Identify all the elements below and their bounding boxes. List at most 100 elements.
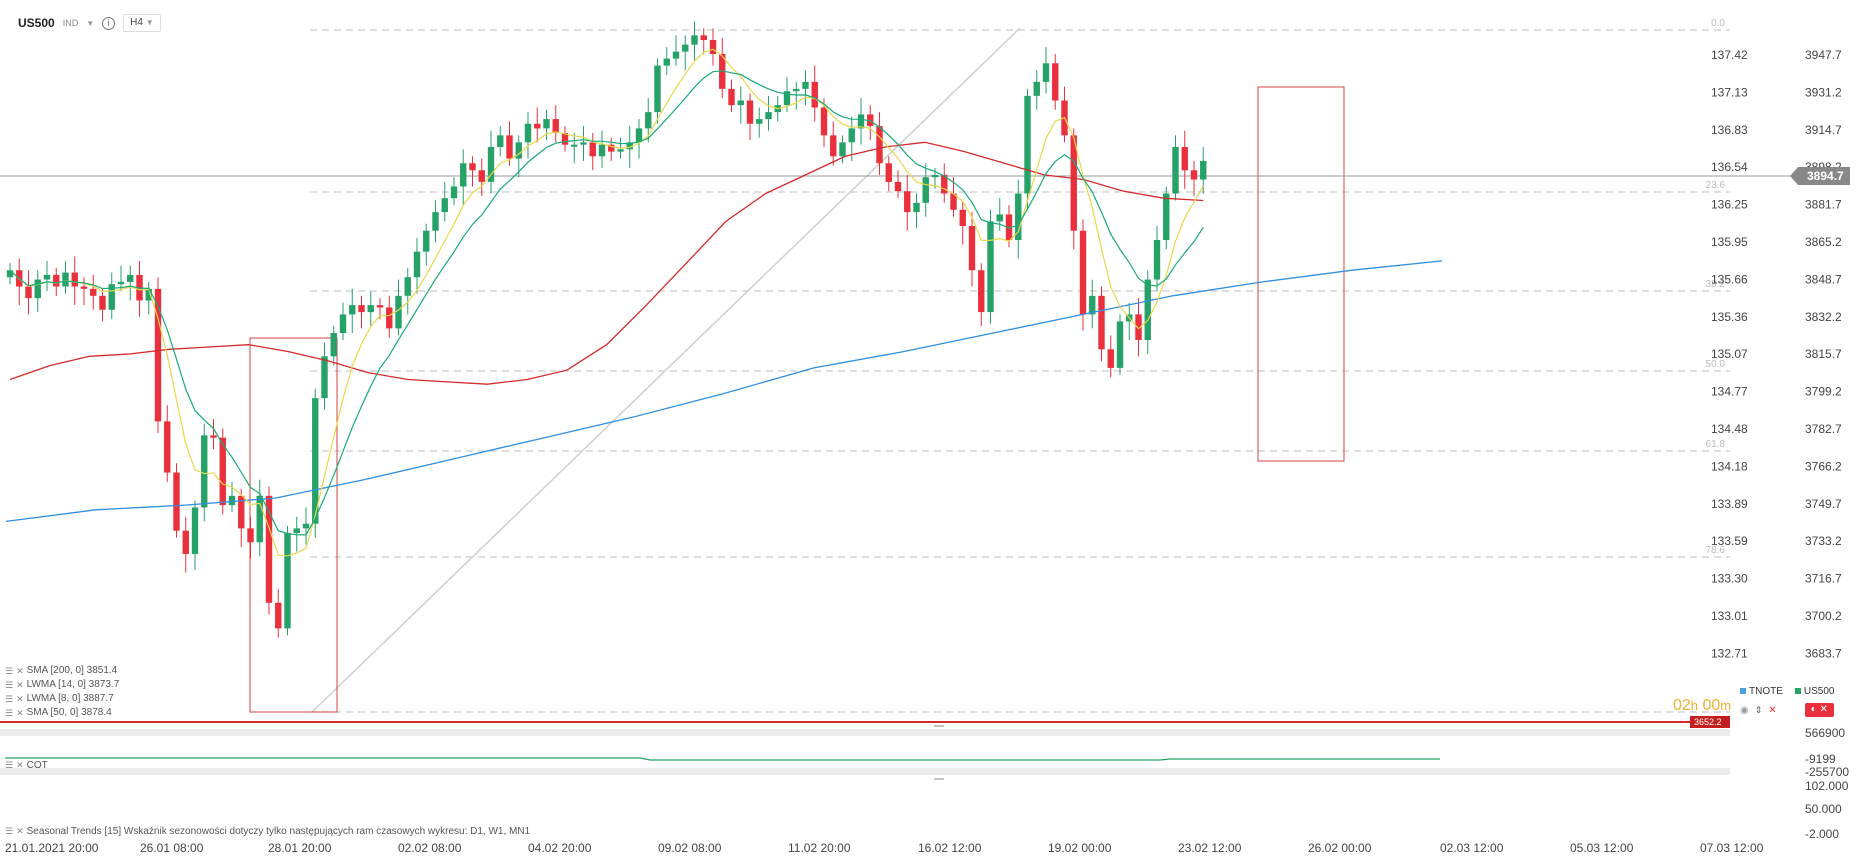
- indicator-row[interactable]: ☰ ✕ SMA [200, 0] 3851.4: [5, 665, 118, 676]
- candle-body: [293, 528, 300, 534]
- us500-legend[interactable]: US500: [1794, 686, 1834, 697]
- time-axis-label: 26.02 00:00: [1308, 841, 1372, 855]
- candle-body: [43, 274, 51, 280]
- close-icon[interactable]: ✕: [16, 694, 24, 704]
- candle-body: [598, 144, 606, 157]
- candle-body: [626, 142, 633, 150]
- candle-body: [423, 230, 430, 252]
- price-axis-right-label: 3749.7: [1805, 497, 1842, 511]
- candle-countdown: 02h 00m: [1673, 697, 1732, 714]
- close-icon[interactable]: ✕: [16, 680, 24, 690]
- price-axis-right-label: 3848.7: [1805, 272, 1842, 286]
- candle-body: [904, 191, 911, 213]
- candle-body: [1200, 160, 1207, 180]
- candle-body: [1005, 214, 1013, 241]
- candle-body: [765, 112, 772, 120]
- menu-icon[interactable]: ☰: [5, 826, 14, 836]
- candle-body: [746, 100, 754, 124]
- candle-body: [1070, 135, 1077, 231]
- candle-body: [1163, 193, 1170, 241]
- indicator-row[interactable]: ☰ ✕ LWMA [8, 0] 3887.7: [5, 693, 114, 704]
- candle-body: [219, 437, 226, 506]
- instrument-overlay-panel: TNOTE US500 ◉ ⇕ ✕ ◐ ✕: [1740, 686, 1834, 717]
- candle-body: [117, 281, 125, 285]
- menu-icon[interactable]: ☰: [5, 680, 14, 690]
- candle-body: [460, 163, 467, 187]
- candle-body: [182, 530, 189, 554]
- time-axis-label: 07.03 12:00: [1700, 841, 1764, 855]
- candle-body: [1015, 193, 1022, 241]
- candle-body: [1052, 63, 1059, 101]
- candle-body: [228, 495, 236, 506]
- candle-body: [90, 288, 97, 296]
- candle-body: [1190, 170, 1198, 180]
- time-axis-label: 16.02 12:00: [918, 841, 982, 855]
- candle-body: [145, 288, 152, 301]
- candle-body: [672, 51, 680, 59]
- candle-body: [968, 226, 976, 271]
- candle-body: [34, 279, 41, 299]
- candle-body: [848, 128, 855, 143]
- candle-body: [1172, 146, 1179, 194]
- menu-icon[interactable]: ☰: [5, 760, 14, 770]
- remove-icon[interactable]: ✕: [1768, 704, 1777, 716]
- seasonal-axis-label: -2.000: [1805, 827, 1839, 841]
- cot-line: [5, 757, 1440, 761]
- candle-body: [497, 135, 504, 147]
- menu-icon[interactable]: ☰: [5, 708, 14, 718]
- fib-level-label: 23.6: [1706, 180, 1726, 191]
- candle-body: [589, 142, 596, 157]
- candle-body: [312, 398, 319, 524]
- indicator-row[interactable]: ☰ ✕ SMA [50, 0] 3878.4: [5, 707, 112, 718]
- price-axis-right-label: 3716.7: [1805, 572, 1842, 586]
- tnote-legend[interactable]: TNOTE: [1740, 686, 1783, 697]
- alert-price-label: 3652.2: [1694, 717, 1722, 727]
- time-axis-label: 02.03 12:00: [1440, 841, 1504, 855]
- close-icon[interactable]: ✕: [16, 708, 24, 718]
- symbol-name[interactable]: US500: [18, 16, 55, 30]
- price-axis-right-label: 3782.7: [1805, 422, 1842, 436]
- cot-axis-label: -255700: [1805, 765, 1849, 779]
- candle-body: [127, 274, 134, 282]
- cot-legend[interactable]: ☰ ✕ COT: [5, 760, 48, 771]
- candle-body: [450, 186, 458, 199]
- candle-body: [349, 305, 356, 315]
- lwma8-line: [9, 48, 1204, 557]
- candle-body: [719, 53, 726, 89]
- eye-icon[interactable]: ◉: [1740, 704, 1749, 716]
- market-badge: IND: [62, 18, 79, 28]
- candle-body: [1116, 321, 1124, 368]
- time-axis-label: 05.03 12:00: [1570, 841, 1634, 855]
- instrument-controls-button[interactable]: ◐ ✕: [1804, 703, 1834, 717]
- candle-body: [793, 88, 800, 92]
- candle-body: [543, 119, 550, 129]
- alert-price-tag: [1690, 716, 1730, 728]
- candle-body: [580, 142, 587, 145]
- close-icon[interactable]: ✕: [16, 826, 24, 836]
- timeframe-select[interactable]: H4 ▼: [123, 14, 161, 32]
- sma50-line: [9, 141, 1204, 385]
- candle-body: [811, 81, 818, 108]
- price-axis-left-label: 137.42: [1711, 48, 1748, 62]
- close-icon[interactable]: ✕: [16, 666, 24, 676]
- candle-body: [941, 174, 948, 194]
- price-axis-right-label: 3683.7: [1805, 646, 1842, 660]
- info-icon[interactable]: i: [102, 16, 116, 30]
- price-axis-left-label: 134.77: [1711, 385, 1748, 399]
- candle-body: [154, 288, 162, 422]
- close-icon[interactable]: ✕: [16, 760, 24, 770]
- menu-icon[interactable]: ☰: [5, 666, 14, 676]
- indicator-row[interactable]: ☰ ✕ LWMA [14, 0] 3873.7: [5, 679, 120, 690]
- candle-body: [950, 193, 957, 210]
- reorder-icon[interactable]: ⇕: [1754, 704, 1763, 715]
- seasonal-axis-label: 102.000: [1805, 779, 1849, 793]
- chevron-down-icon[interactable]: ▼: [86, 18, 95, 28]
- candle-body: [191, 507, 199, 554]
- price-axis-right-label: 3914.7: [1805, 123, 1842, 137]
- seasonal-legend[interactable]: ☰ ✕ Seasonal Trends [15] Wskaźnik sezonowo…: [5, 826, 531, 837]
- candle-body: [478, 170, 485, 182]
- menu-icon[interactable]: ☰: [5, 694, 14, 704]
- candle-body: [358, 305, 365, 313]
- candle-body: [691, 35, 698, 45]
